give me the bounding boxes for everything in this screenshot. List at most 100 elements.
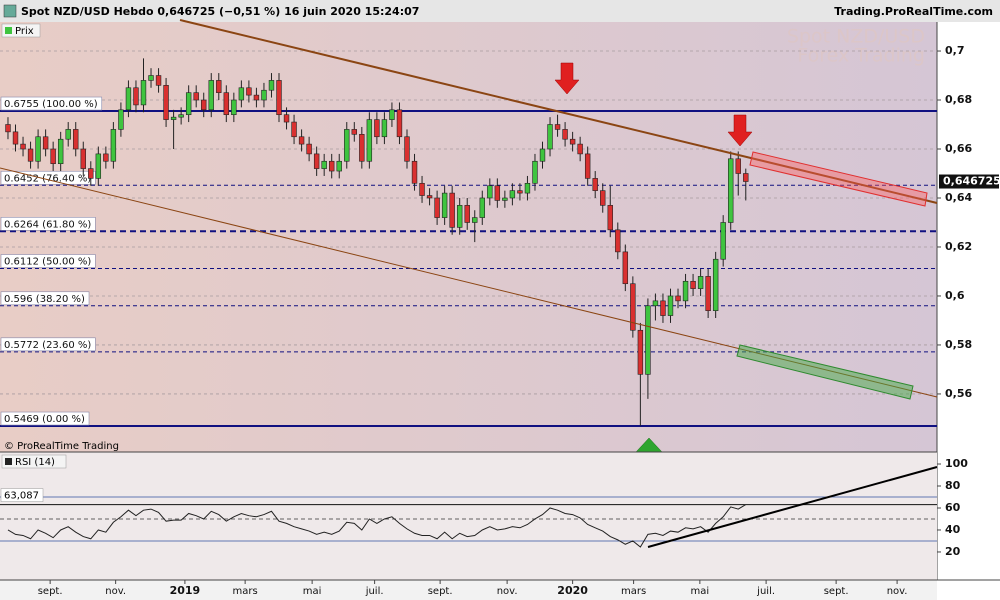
candle-body — [637, 329, 644, 375]
rsi-panel — [0, 452, 937, 580]
fib-label: 0.6112 (50.00 %) — [4, 257, 91, 268]
candle-body — [201, 99, 207, 111]
watermark: Forex Trading — [797, 45, 925, 67]
y-tick-label: 80 — [945, 479, 961, 492]
rsi-trendline — [647, 466, 938, 548]
candle-body — [298, 136, 305, 145]
candle-body — [336, 160, 342, 172]
candle-body — [178, 114, 184, 118]
down-arrow — [554, 62, 580, 95]
x-tick-label: 2020 — [557, 584, 588, 597]
rsi-line — [7, 504, 747, 548]
candle-body — [35, 136, 41, 162]
candle-body — [42, 136, 49, 150]
candle-body — [268, 80, 275, 91]
fib-label-box — [0, 217, 96, 231]
candle-body — [80, 148, 86, 169]
y-tick-label: 0,64 — [945, 191, 972, 204]
fib-label: 0.6264 (61.80 %) — [4, 219, 91, 230]
candle-body — [592, 178, 598, 191]
candle-body — [539, 148, 546, 162]
price-plot: 0.6755 (100.00 %) 0.6452 (76.40 %) 0.6264 … — [0, 50, 937, 428]
y-tick-label: 40 — [945, 523, 961, 536]
x-tick-label: nov. — [105, 586, 126, 597]
x-tick-label: 2019 — [170, 584, 201, 597]
candle-body — [577, 143, 583, 155]
candle-body — [645, 305, 651, 375]
candle-body — [140, 80, 147, 106]
legend-swatch — [5, 27, 12, 34]
candle-body — [569, 138, 576, 145]
last-price-label: 0,646725 — [943, 175, 1000, 188]
last-price-box — [939, 174, 999, 189]
fib-label-box — [0, 337, 96, 352]
candle-body — [675, 295, 681, 302]
candle-body — [389, 109, 395, 120]
y-tick-label: 0,6 — [945, 289, 965, 302]
resistance-channel — [749, 151, 928, 207]
candle-body — [381, 119, 388, 138]
candle-body — [110, 129, 117, 162]
fib-label: 0.6452 (76.40 %) — [4, 173, 91, 184]
candle-body — [630, 283, 636, 331]
candle-body — [690, 280, 696, 289]
candle-body — [238, 87, 245, 101]
candle-body — [216, 80, 222, 93]
candle-body — [73, 129, 79, 150]
candle-body — [743, 173, 749, 182]
candle-body — [65, 129, 71, 140]
support-channel — [736, 344, 914, 400]
trendline — [179, 19, 938, 204]
candle-body — [50, 148, 56, 164]
candle-body — [276, 80, 282, 116]
fib-label-box — [0, 291, 90, 306]
candle-body — [366, 119, 373, 162]
y-tick-label: 0,7 — [945, 44, 965, 57]
y-tick-label: 0,58 — [945, 338, 972, 351]
candle-body — [426, 195, 433, 199]
candle-body — [88, 168, 94, 179]
y-tick-label: 100 — [945, 457, 968, 470]
candle-body — [208, 80, 214, 111]
fib-label: 0.5772 (23.60 %) — [4, 340, 91, 351]
candle-body — [456, 205, 463, 228]
candle-body — [185, 92, 192, 116]
candle-body — [607, 205, 613, 231]
x-tick-label: juil. — [756, 586, 775, 597]
candle-body — [667, 295, 674, 316]
candle-body — [321, 160, 327, 169]
fib-label: 0.596 (38.20 %) — [4, 294, 85, 305]
candle-body — [306, 143, 312, 155]
candle-body — [163, 85, 169, 120]
candle-body — [419, 182, 425, 196]
candle-body — [5, 124, 11, 133]
candle-body — [547, 124, 553, 150]
candle-body — [434, 197, 440, 218]
fib-label: 0.5469 (0.00 %) — [4, 414, 85, 425]
rsi-legend-swatch — [5, 458, 12, 465]
candle-body — [253, 94, 260, 101]
candle-body — [615, 229, 621, 253]
candle-body — [449, 192, 455, 228]
x-tick-label: sept. — [38, 586, 63, 597]
candle-body — [712, 258, 719, 311]
down-arrow — [727, 114, 753, 147]
candle-body — [509, 190, 516, 199]
y-tick-label: 0,56 — [945, 387, 972, 400]
rsi-legend-box — [1, 454, 67, 469]
candle-body — [118, 109, 124, 130]
x-tick-label: mars — [621, 586, 646, 597]
candle-body — [351, 129, 357, 135]
fib-label-box — [0, 411, 90, 426]
header-bar — [0, 0, 1000, 22]
candle-body — [735, 158, 741, 174]
x-tick-label: sept. — [428, 586, 453, 597]
x-tick-label: nov. — [497, 586, 518, 597]
y-tick-label: 20 — [945, 545, 961, 558]
candle-body — [705, 276, 711, 311]
y-tick-label: 0,62 — [945, 240, 972, 253]
candle-body — [313, 153, 320, 169]
candle-body — [27, 148, 34, 162]
watermark: Spot NZD/USD — [787, 26, 925, 48]
